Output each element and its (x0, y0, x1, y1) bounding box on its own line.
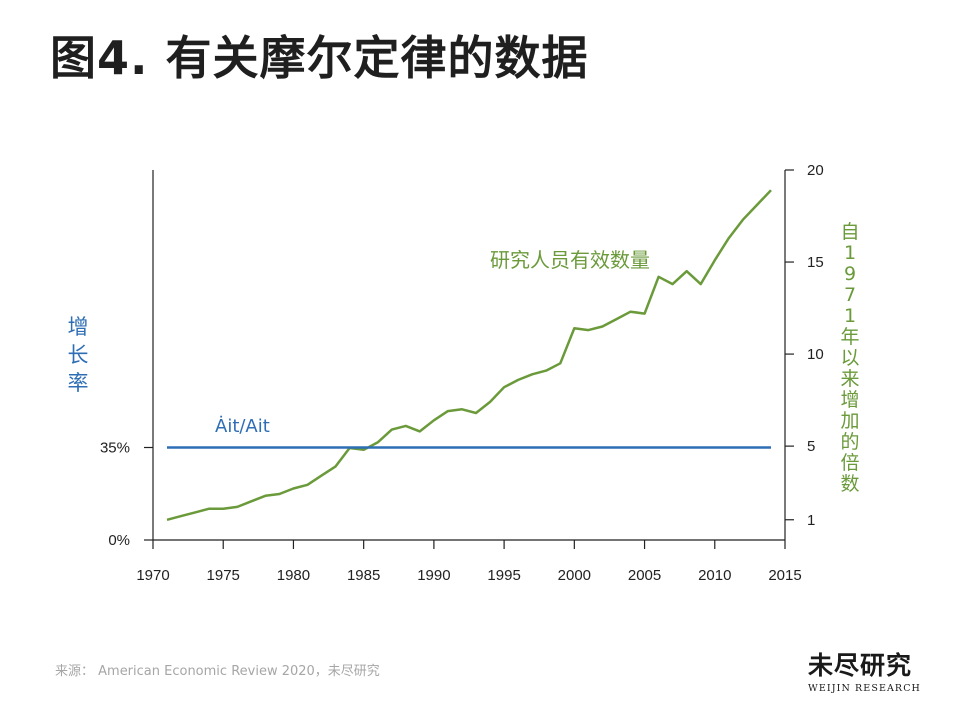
x-tick-label: 2005 (628, 567, 661, 584)
labels-group: 研究人员有效数量 Ȧit/Ait 增长率 自 1 9 7 1 年以来增加的倍数 (68, 221, 860, 495)
ticks-group: 1970 1975 1980 1985 1990 1995 2000 2005 2010 2015… (100, 162, 824, 584)
source-note: 来源： American Economic Review 2020，未尽研究 (55, 664, 380, 679)
right-tick-label: 20 (807, 162, 824, 179)
left-tick-label: 0% (108, 532, 130, 549)
weijin-logo: 未尽研究 WEIJIN RESEARCH (808, 651, 928, 695)
right-axis-title: 自 1 9 7 1 年以来增加的倍数 (840, 221, 859, 495)
x-tick-label: 1985 (347, 567, 380, 584)
researchers-series-label: 研究人员有效数量 (490, 248, 650, 272)
left-axis-title: 增长率 (68, 315, 89, 395)
x-tick-label: 2000 (558, 567, 591, 584)
right-tick-label: 15 (807, 254, 824, 271)
x-tick-label: 1995 (487, 567, 520, 584)
x-tick-label: 2010 (698, 567, 731, 584)
right-tick-label: 10 (807, 346, 824, 363)
right-tick-label: 1 (807, 512, 815, 529)
logo-en-text: WEIJIN RESEARCH (808, 683, 921, 694)
axes-group (152, 170, 786, 541)
x-tick-label: 1975 (207, 567, 240, 584)
x-tick-label: 2015 (768, 567, 801, 584)
logo-cn-text: 未尽研究 (808, 651, 913, 680)
right-tick-label: 5 (807, 438, 815, 455)
x-tick-label: 1980 (277, 567, 310, 584)
x-tick-label: 1970 (136, 567, 169, 584)
researchers-line (166, 189, 772, 522)
growth-series-label: Ȧit/Ait (215, 416, 270, 437)
slide-title: 图4. 有关摩尔定律的数据 (50, 31, 589, 85)
x-tick-label: 1990 (417, 567, 450, 584)
left-tick-label: 35% (100, 440, 130, 457)
series-group (166, 189, 772, 522)
